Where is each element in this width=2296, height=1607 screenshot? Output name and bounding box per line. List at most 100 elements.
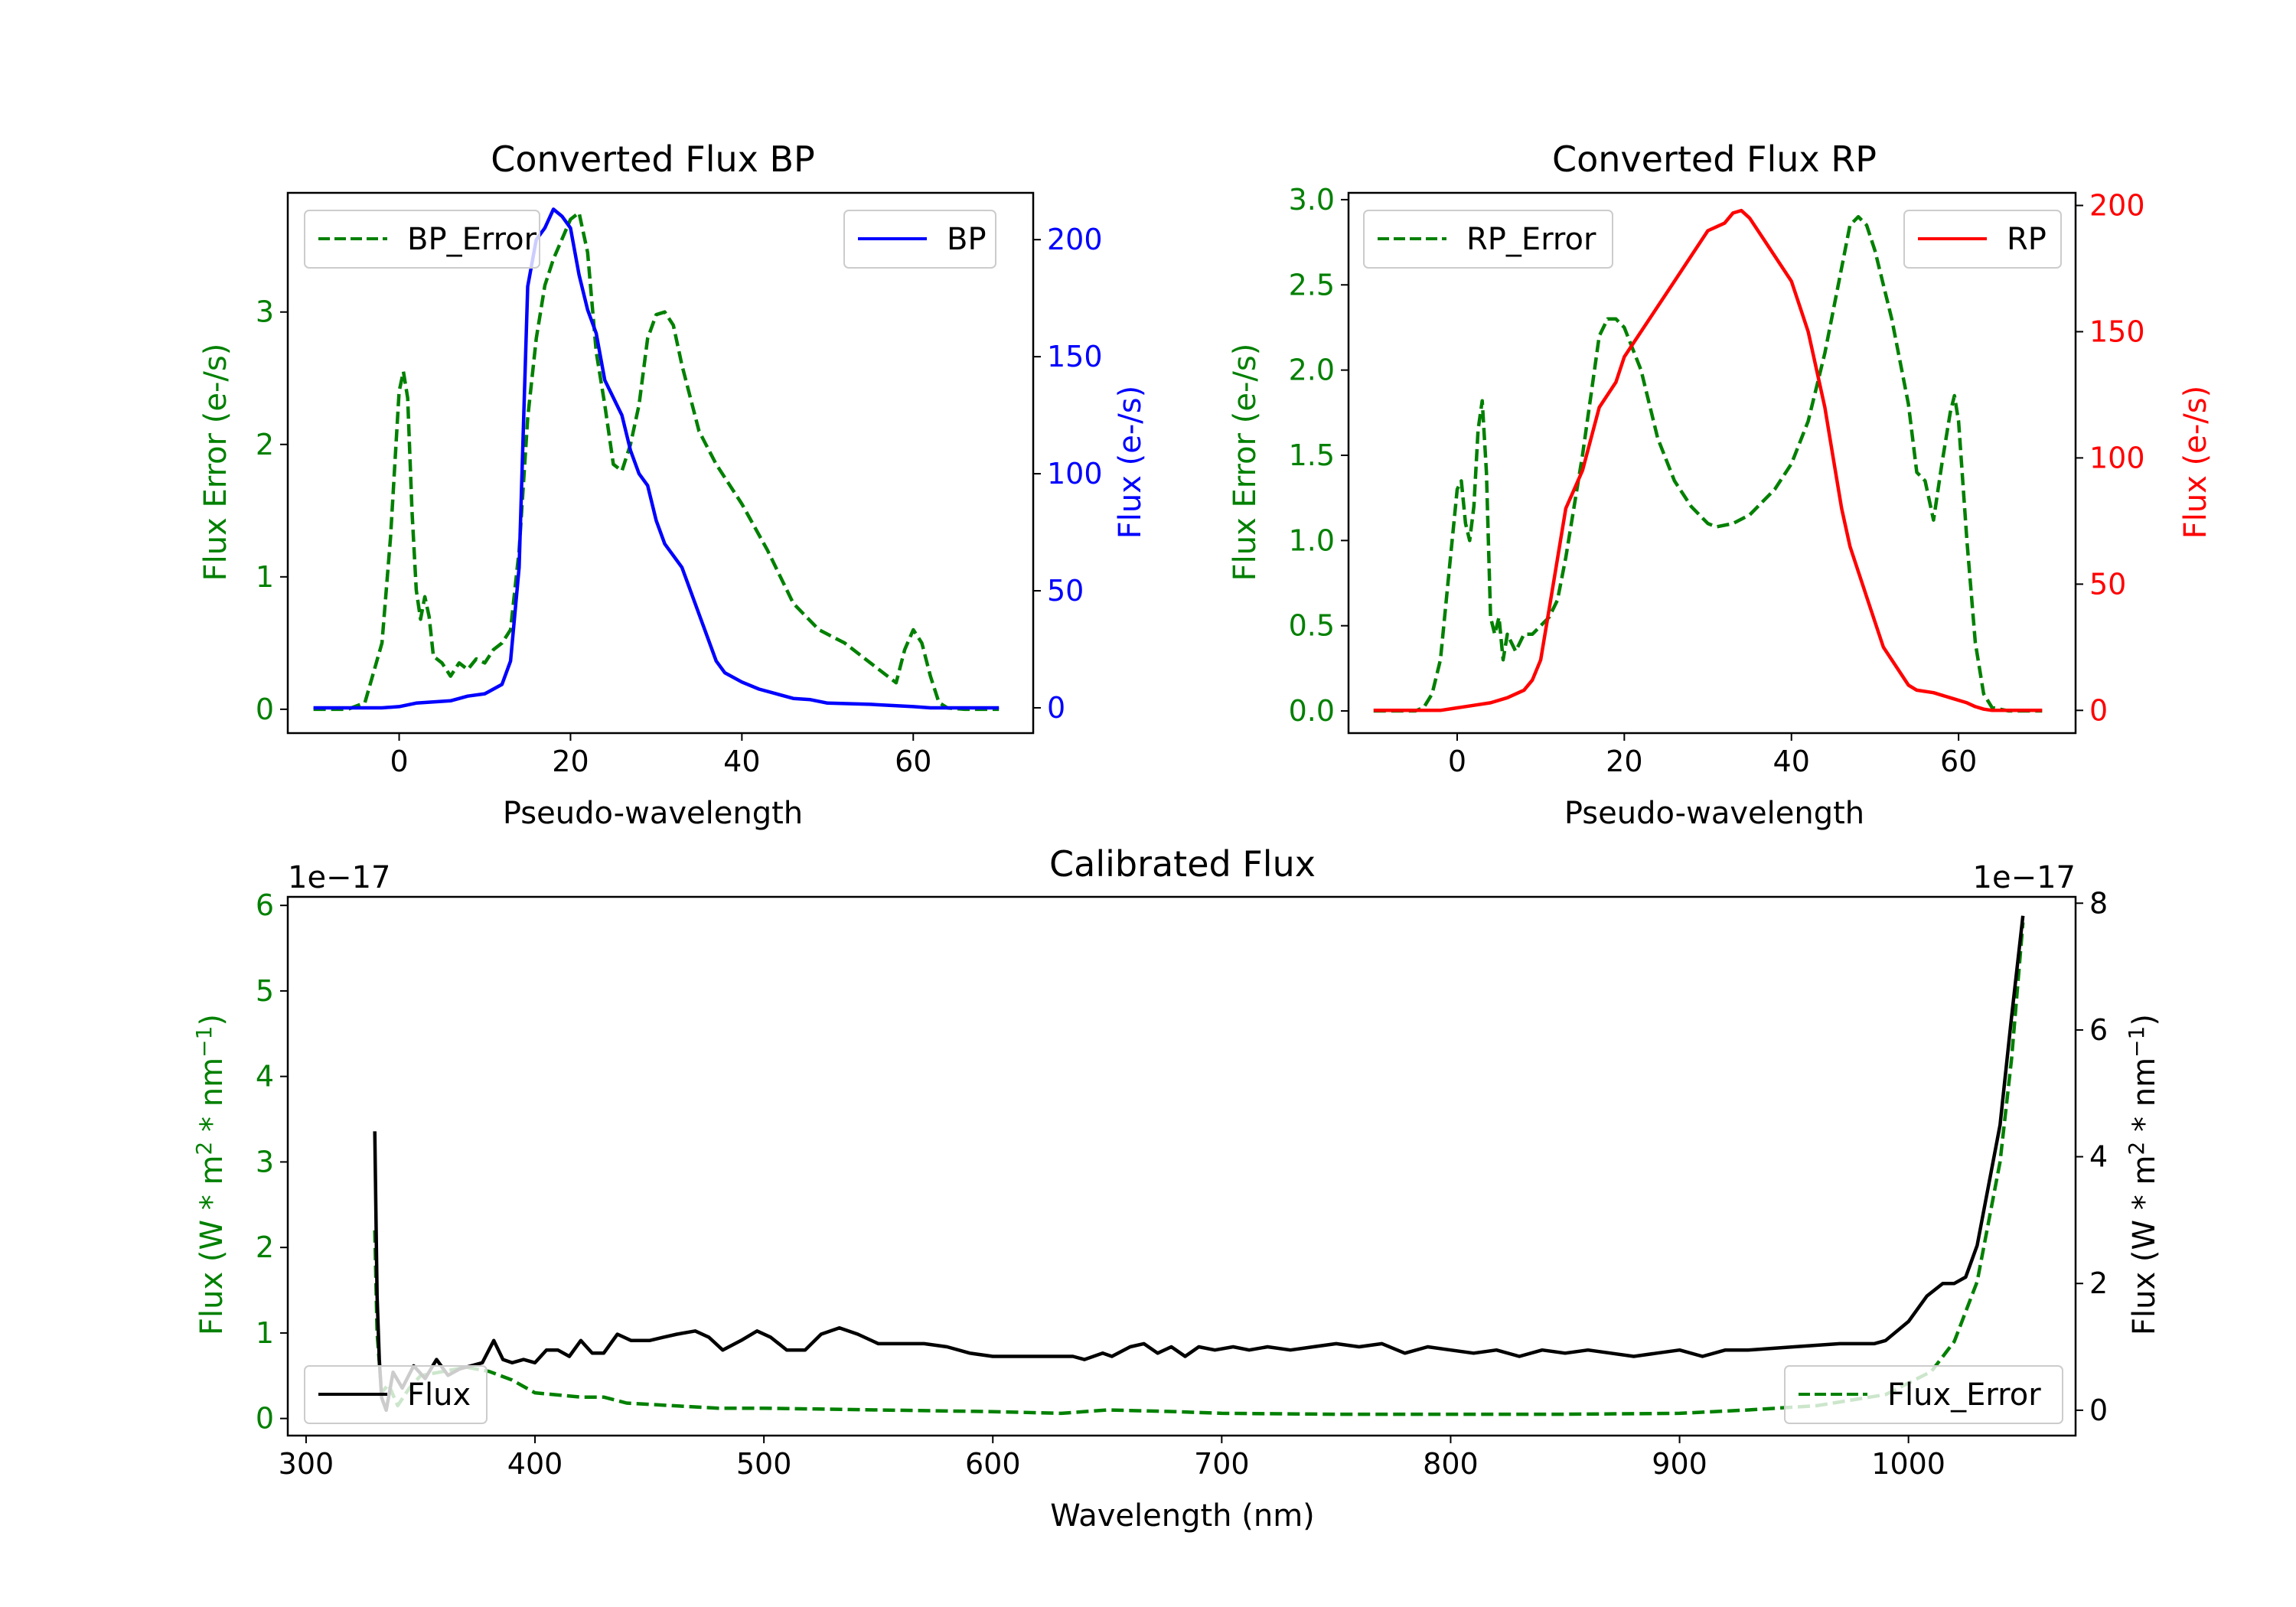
rp-ytick-right-label: 100: [2089, 441, 2145, 474]
bp-ytick-right-label: 150: [1047, 340, 1103, 373]
bp-ytick-left-label: 2: [256, 428, 274, 461]
cal-xlabel: Wavelength (nm): [1050, 1498, 1315, 1534]
bp-ytick-left-label: 3: [256, 295, 274, 329]
bp-xlabel: Pseudo-wavelength: [503, 796, 803, 831]
cal-ytick-left-label: 5: [256, 974, 274, 1008]
cal-ytick-left-label: 4: [256, 1060, 274, 1094]
cal-ytick-left-label: 2: [256, 1231, 274, 1264]
rp-axes-frame: [1347, 191, 2077, 735]
rp-ylabel-left: Flux Error (e-/s): [1228, 344, 1263, 582]
bp-xtick-label: 60: [895, 745, 931, 778]
cal-ytick-left-label: 6: [256, 888, 274, 922]
cal-ylabel-left-sup2: −1: [191, 1026, 217, 1058]
cal-ylabel-right-a: Flux (W * m: [2127, 1156, 2162, 1335]
cal-ylabel-left-a: Flux (W * m: [194, 1156, 230, 1335]
rp-series-rp-error-line: [1373, 214, 2043, 713]
rp-xlabel: Pseudo-wavelength: [1564, 796, 1864, 831]
cal-ylabel-right-end: ): [2127, 1014, 2162, 1026]
cal-ytick-right-label: 2: [2089, 1266, 2108, 1300]
bp-legend-left: BP_Error: [304, 210, 540, 269]
cal-legend-left: Flux: [304, 1365, 488, 1424]
cal-ylabel-left-sup1: 2: [191, 1142, 217, 1156]
cal-legend-right: Flux_Error: [1784, 1365, 2063, 1424]
rp-ylabel-right: Flux (e-/s): [2178, 386, 2213, 539]
bp-series-bp-error-line: [313, 210, 1000, 712]
bp-title: Converted Flux BP: [491, 139, 815, 180]
bp-legend-right: BP: [843, 210, 996, 269]
bp-legend-left-box: [304, 210, 540, 269]
cal-xtick-label: 900: [1652, 1447, 1707, 1481]
rp-ytick-left-label: 0.0: [1289, 694, 1335, 728]
cal-ytick-left-label: 0: [256, 1402, 274, 1436]
cal-ylabel-right: Flux (W * m2 * nm−1): [2124, 1014, 2162, 1335]
rp-legend-left-box: [1363, 210, 1613, 269]
cal-offset-left: 1e−17: [288, 860, 390, 895]
cal-ylabel-right-sup1: 2: [2124, 1142, 2149, 1156]
rp-series-rp-line: [1373, 208, 2043, 712]
bp-ytick-right-label: 200: [1047, 223, 1103, 256]
rp-legend-left: RP_Error: [1363, 210, 1613, 269]
cal-ylabel-left: Flux (W * m2 * nm−1): [191, 1014, 230, 1335]
bp-ylabel-right: Flux (e-/s): [1113, 386, 1148, 539]
rp-ytick-left-label: 2.0: [1289, 354, 1335, 387]
calibrated-panel: Calibrated Flux Wavelength (nm) 1e−17 1e…: [191, 843, 2162, 1534]
rp-plot-area: 0 20 40 60 0.0 0.5 1.0 1.5 2.0 2.5 3.0 0 50 100 150 200: [1289, 183, 2145, 778]
rp-title: Converted Flux RP: [1552, 139, 1877, 180]
rp-ytick-right-label: 150: [2089, 315, 2145, 348]
bp-xtick-label: 0: [390, 745, 408, 778]
rp-ytick-left-label: 2.5: [1289, 268, 1335, 302]
rp-legend-right: RP: [1903, 210, 2062, 269]
bp-ylabel-left: Flux Error (e-/s): [198, 344, 233, 582]
cal-xtick-label: 800: [1423, 1447, 1479, 1481]
bp-ytick-left-label: 1: [256, 560, 274, 594]
cal-ylabel-left-end: ): [194, 1014, 230, 1026]
rp-ytick-left-label: 3.0: [1289, 183, 1335, 217]
cal-legend-left-box: [304, 1365, 488, 1424]
cal-ytick-right-label: 8: [2089, 886, 2108, 920]
cal-legend-right-label: Flux_Error: [1887, 1377, 2041, 1413]
rp-xtick-label: 60: [1940, 745, 1977, 778]
cal-title: Calibrated Flux: [1049, 843, 1316, 885]
cal-ytick-right-label: 4: [2089, 1140, 2108, 1174]
rp-ytick-left-label: 1.5: [1289, 438, 1335, 472]
rp-ytick-right-label: 200: [2089, 188, 2145, 222]
cal-xtick-label: 300: [279, 1447, 334, 1481]
bp-xtick-label: 40: [723, 745, 760, 778]
bp-panel: Converted Flux BP Pseudo-wavelength Flux…: [198, 139, 1148, 831]
bp-axes-frame: [286, 191, 1035, 735]
rp-xtick-label: 20: [1606, 745, 1642, 778]
cal-xtick-label: 600: [965, 1447, 1021, 1481]
cal-xtick-label: 1000: [1871, 1447, 1945, 1481]
rp-ytick-left-label: 1.0: [1289, 523, 1335, 557]
rp-legend-left-label: RP_Error: [1466, 222, 1596, 257]
bp-ytick-right-label: 100: [1047, 457, 1103, 491]
cal-ytick-right-label: 6: [2089, 1013, 2108, 1047]
cal-series-flux-line: [373, 915, 2025, 1413]
rp-ytick-right-label: 50: [2089, 567, 2126, 601]
cal-ylabel-right-sup2: −1: [2124, 1026, 2149, 1058]
cal-ytick-right-label: 0: [2089, 1393, 2108, 1427]
rp-legend-right-label: RP: [2007, 222, 2047, 257]
cal-offset-right: 1e−17: [1973, 860, 2076, 895]
cal-ytick-left-label: 1: [256, 1316, 274, 1350]
cal-legend-right-box: [1784, 1365, 2063, 1424]
cal-ylabel-left-b: * nm: [194, 1058, 230, 1142]
bp-legend-right-label: BP: [947, 222, 987, 257]
rp-panel: Converted Flux RP Pseudo-wavelength Flux…: [1228, 139, 2213, 831]
cal-ytick-left-label: 3: [256, 1145, 274, 1178]
bp-ytick-left-label: 0: [256, 693, 274, 726]
cal-ylabel-right-b: * nm: [2127, 1058, 2162, 1142]
rp-xtick-label: 40: [1773, 745, 1810, 778]
cal-xtick-label: 700: [1194, 1447, 1250, 1481]
bp-plot-area: 0 20 40 60 0 1 2 3 0 50 100 150 200: [256, 191, 1103, 778]
rp-ytick-left-label: 0.5: [1289, 609, 1335, 643]
rp-ytick-right-label: 0: [2089, 693, 2108, 727]
cal-axes-frame: [286, 895, 2077, 1437]
cal-xtick-label: 500: [736, 1447, 792, 1481]
bp-ytick-right-label: 0: [1047, 691, 1065, 725]
bp-legend-left-label: BP_Error: [407, 222, 537, 257]
bp-series-bp-line: [313, 207, 1000, 710]
cal-legend-left-label: Flux: [407, 1377, 471, 1413]
bp-ytick-right-label: 50: [1047, 574, 1084, 608]
